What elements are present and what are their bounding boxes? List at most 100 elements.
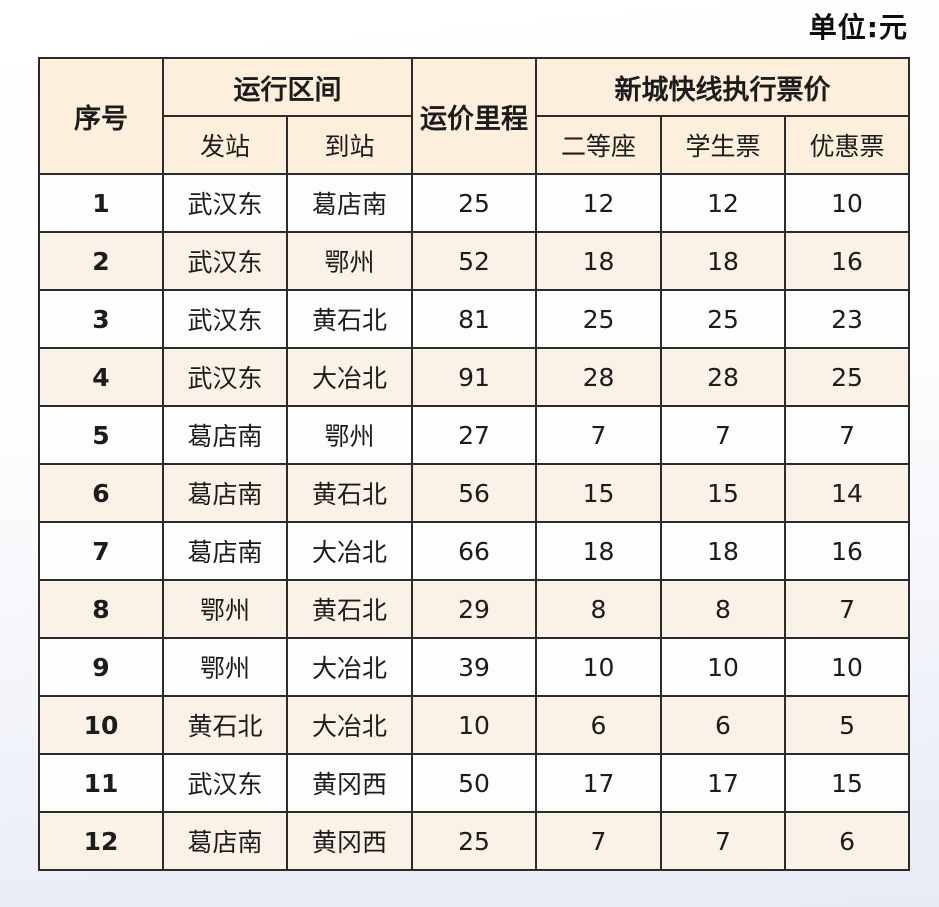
cell-from: 武汉东 bbox=[162, 289, 288, 349]
header-depart: 发站 bbox=[162, 115, 288, 175]
cell-student: 10 bbox=[660, 637, 786, 697]
cell-from: 黄石北 bbox=[162, 695, 288, 755]
cell-to: 鄂州 bbox=[286, 231, 413, 291]
header-seq: 序号 bbox=[38, 57, 164, 175]
cell-discount: 7 bbox=[783, 579, 911, 639]
cell-mileage: 10 bbox=[411, 695, 537, 755]
table-row: 12 葛店南 黄冈西 25 7 7 6 bbox=[38, 811, 911, 871]
cell-from: 鄂州 bbox=[162, 579, 288, 639]
cell-student: 8 bbox=[660, 579, 786, 639]
header-mileage: 运价里程 bbox=[411, 57, 537, 175]
header-section-group: 运行区间 bbox=[162, 57, 413, 117]
unit-label: 单位:元 bbox=[808, 11, 908, 44]
cell-from: 葛店南 bbox=[162, 811, 288, 871]
cell-from: 武汉东 bbox=[162, 173, 288, 233]
header-row-subs: 发站 到站 二等座 学生票 优惠票 bbox=[39, 115, 911, 175]
table-row: 6 葛店南 黄石北 56 15 15 14 bbox=[38, 463, 911, 523]
cell-from: 鄂州 bbox=[162, 637, 288, 697]
cell-seq: 9 bbox=[38, 637, 164, 697]
cell-second-class: 12 bbox=[535, 173, 662, 233]
cell-to: 大冶北 bbox=[286, 521, 413, 581]
table-row: 8 鄂州 黄石北 29 8 8 7 bbox=[38, 579, 911, 639]
cell-discount: 10 bbox=[783, 637, 911, 697]
fare-table-body: 1 武汉东 葛店南 25 12 12 10 2 武汉东 鄂州 52 18 18 … bbox=[38, 173, 911, 871]
table-row: 1 武汉东 葛店南 25 12 12 10 bbox=[38, 173, 911, 233]
table-row: 7 葛店南 大冶北 66 18 18 16 bbox=[38, 521, 911, 581]
cell-to: 黄冈西 bbox=[286, 753, 413, 813]
cell-second-class: 28 bbox=[535, 347, 662, 407]
cell-from: 葛店南 bbox=[162, 405, 288, 465]
cell-mileage: 91 bbox=[411, 347, 537, 407]
cell-mileage: 29 bbox=[411, 579, 537, 639]
cell-discount: 16 bbox=[783, 521, 911, 581]
cell-discount: 15 bbox=[783, 753, 911, 813]
cell-seq: 12 bbox=[38, 811, 164, 871]
cell-second-class: 17 bbox=[535, 753, 662, 813]
cell-seq: 8 bbox=[38, 579, 164, 639]
cell-discount: 14 bbox=[783, 463, 911, 523]
cell-second-class: 8 bbox=[535, 579, 662, 639]
header-second-class: 二等座 bbox=[535, 115, 662, 175]
cell-to: 大冶北 bbox=[286, 695, 413, 755]
cell-to: 大冶北 bbox=[286, 637, 413, 697]
cell-student: 15 bbox=[660, 463, 786, 523]
cell-student: 12 bbox=[660, 173, 786, 233]
cell-to: 黄石北 bbox=[286, 289, 413, 349]
header-discount: 优惠票 bbox=[783, 115, 911, 175]
cell-from: 武汉东 bbox=[162, 231, 288, 291]
cell-student: 18 bbox=[660, 231, 786, 291]
cell-seq: 11 bbox=[38, 753, 164, 813]
table-row: 3 武汉东 黄石北 81 25 25 23 bbox=[38, 289, 911, 349]
table-row: 5 葛店南 鄂州 27 7 7 7 bbox=[38, 405, 911, 465]
cell-seq: 3 bbox=[38, 289, 164, 349]
cell-mileage: 25 bbox=[411, 173, 537, 233]
cell-to: 黄石北 bbox=[286, 579, 413, 639]
cell-seq: 2 bbox=[38, 231, 164, 291]
cell-seq: 4 bbox=[38, 347, 164, 407]
cell-seq: 1 bbox=[38, 173, 164, 233]
cell-student: 7 bbox=[660, 405, 786, 465]
cell-discount: 6 bbox=[783, 811, 911, 871]
header-arrive: 到站 bbox=[286, 115, 413, 175]
cell-second-class: 18 bbox=[535, 521, 662, 581]
cell-seq: 6 bbox=[38, 463, 164, 523]
cell-discount: 7 bbox=[783, 405, 911, 465]
cell-mileage: 56 bbox=[411, 463, 537, 523]
cell-discount: 5 bbox=[783, 695, 911, 755]
fare-table: 序号 运行区间 运价里程 新城快线执行票价 发站 到站 二等座 学生票 优惠票 … bbox=[38, 57, 911, 871]
header-student: 学生票 bbox=[660, 115, 786, 175]
cell-seq: 10 bbox=[38, 695, 164, 755]
header-row-groups: 序号 运行区间 运价里程 新城快线执行票价 bbox=[38, 57, 911, 175]
cell-discount: 23 bbox=[783, 289, 911, 349]
header-fare-group: 新城快线执行票价 bbox=[534, 57, 911, 117]
cell-second-class: 25 bbox=[535, 289, 662, 349]
cell-mileage: 81 bbox=[411, 289, 537, 349]
cell-from: 武汉东 bbox=[162, 347, 288, 407]
cell-mileage: 50 bbox=[411, 753, 537, 813]
cell-to: 大冶北 bbox=[286, 347, 413, 407]
cell-second-class: 10 bbox=[535, 637, 662, 697]
cell-seq: 5 bbox=[38, 405, 164, 465]
cell-from: 葛店南 bbox=[162, 521, 288, 581]
cell-student: 18 bbox=[660, 521, 786, 581]
cell-second-class: 6 bbox=[535, 695, 662, 755]
table-row: 9 鄂州 大冶北 39 10 10 10 bbox=[38, 637, 911, 697]
cell-mileage: 27 bbox=[411, 405, 537, 465]
cell-second-class: 18 bbox=[535, 231, 662, 291]
cell-student: 28 bbox=[660, 347, 786, 407]
cell-seq: 7 bbox=[38, 521, 164, 581]
cell-to: 鄂州 bbox=[286, 405, 413, 465]
cell-student: 25 bbox=[660, 289, 786, 349]
table-row: 4 武汉东 大冶北 91 28 28 25 bbox=[38, 347, 911, 407]
cell-second-class: 15 bbox=[535, 463, 662, 523]
cell-to: 黄石北 bbox=[286, 463, 413, 523]
cell-second-class: 7 bbox=[535, 811, 662, 871]
cell-student: 6 bbox=[660, 695, 786, 755]
cell-to: 葛店南 bbox=[286, 173, 413, 233]
cell-second-class: 7 bbox=[535, 405, 662, 465]
table-row: 11 武汉东 黄冈西 50 17 17 15 bbox=[38, 753, 911, 813]
cell-discount: 25 bbox=[783, 347, 911, 407]
fare-table-header: 序号 运行区间 运价里程 新城快线执行票价 发站 到站 二等座 学生票 优惠票 bbox=[38, 57, 911, 175]
table-row: 10 黄石北 大冶北 10 6 6 5 bbox=[38, 695, 911, 755]
cell-from: 葛店南 bbox=[162, 463, 288, 523]
